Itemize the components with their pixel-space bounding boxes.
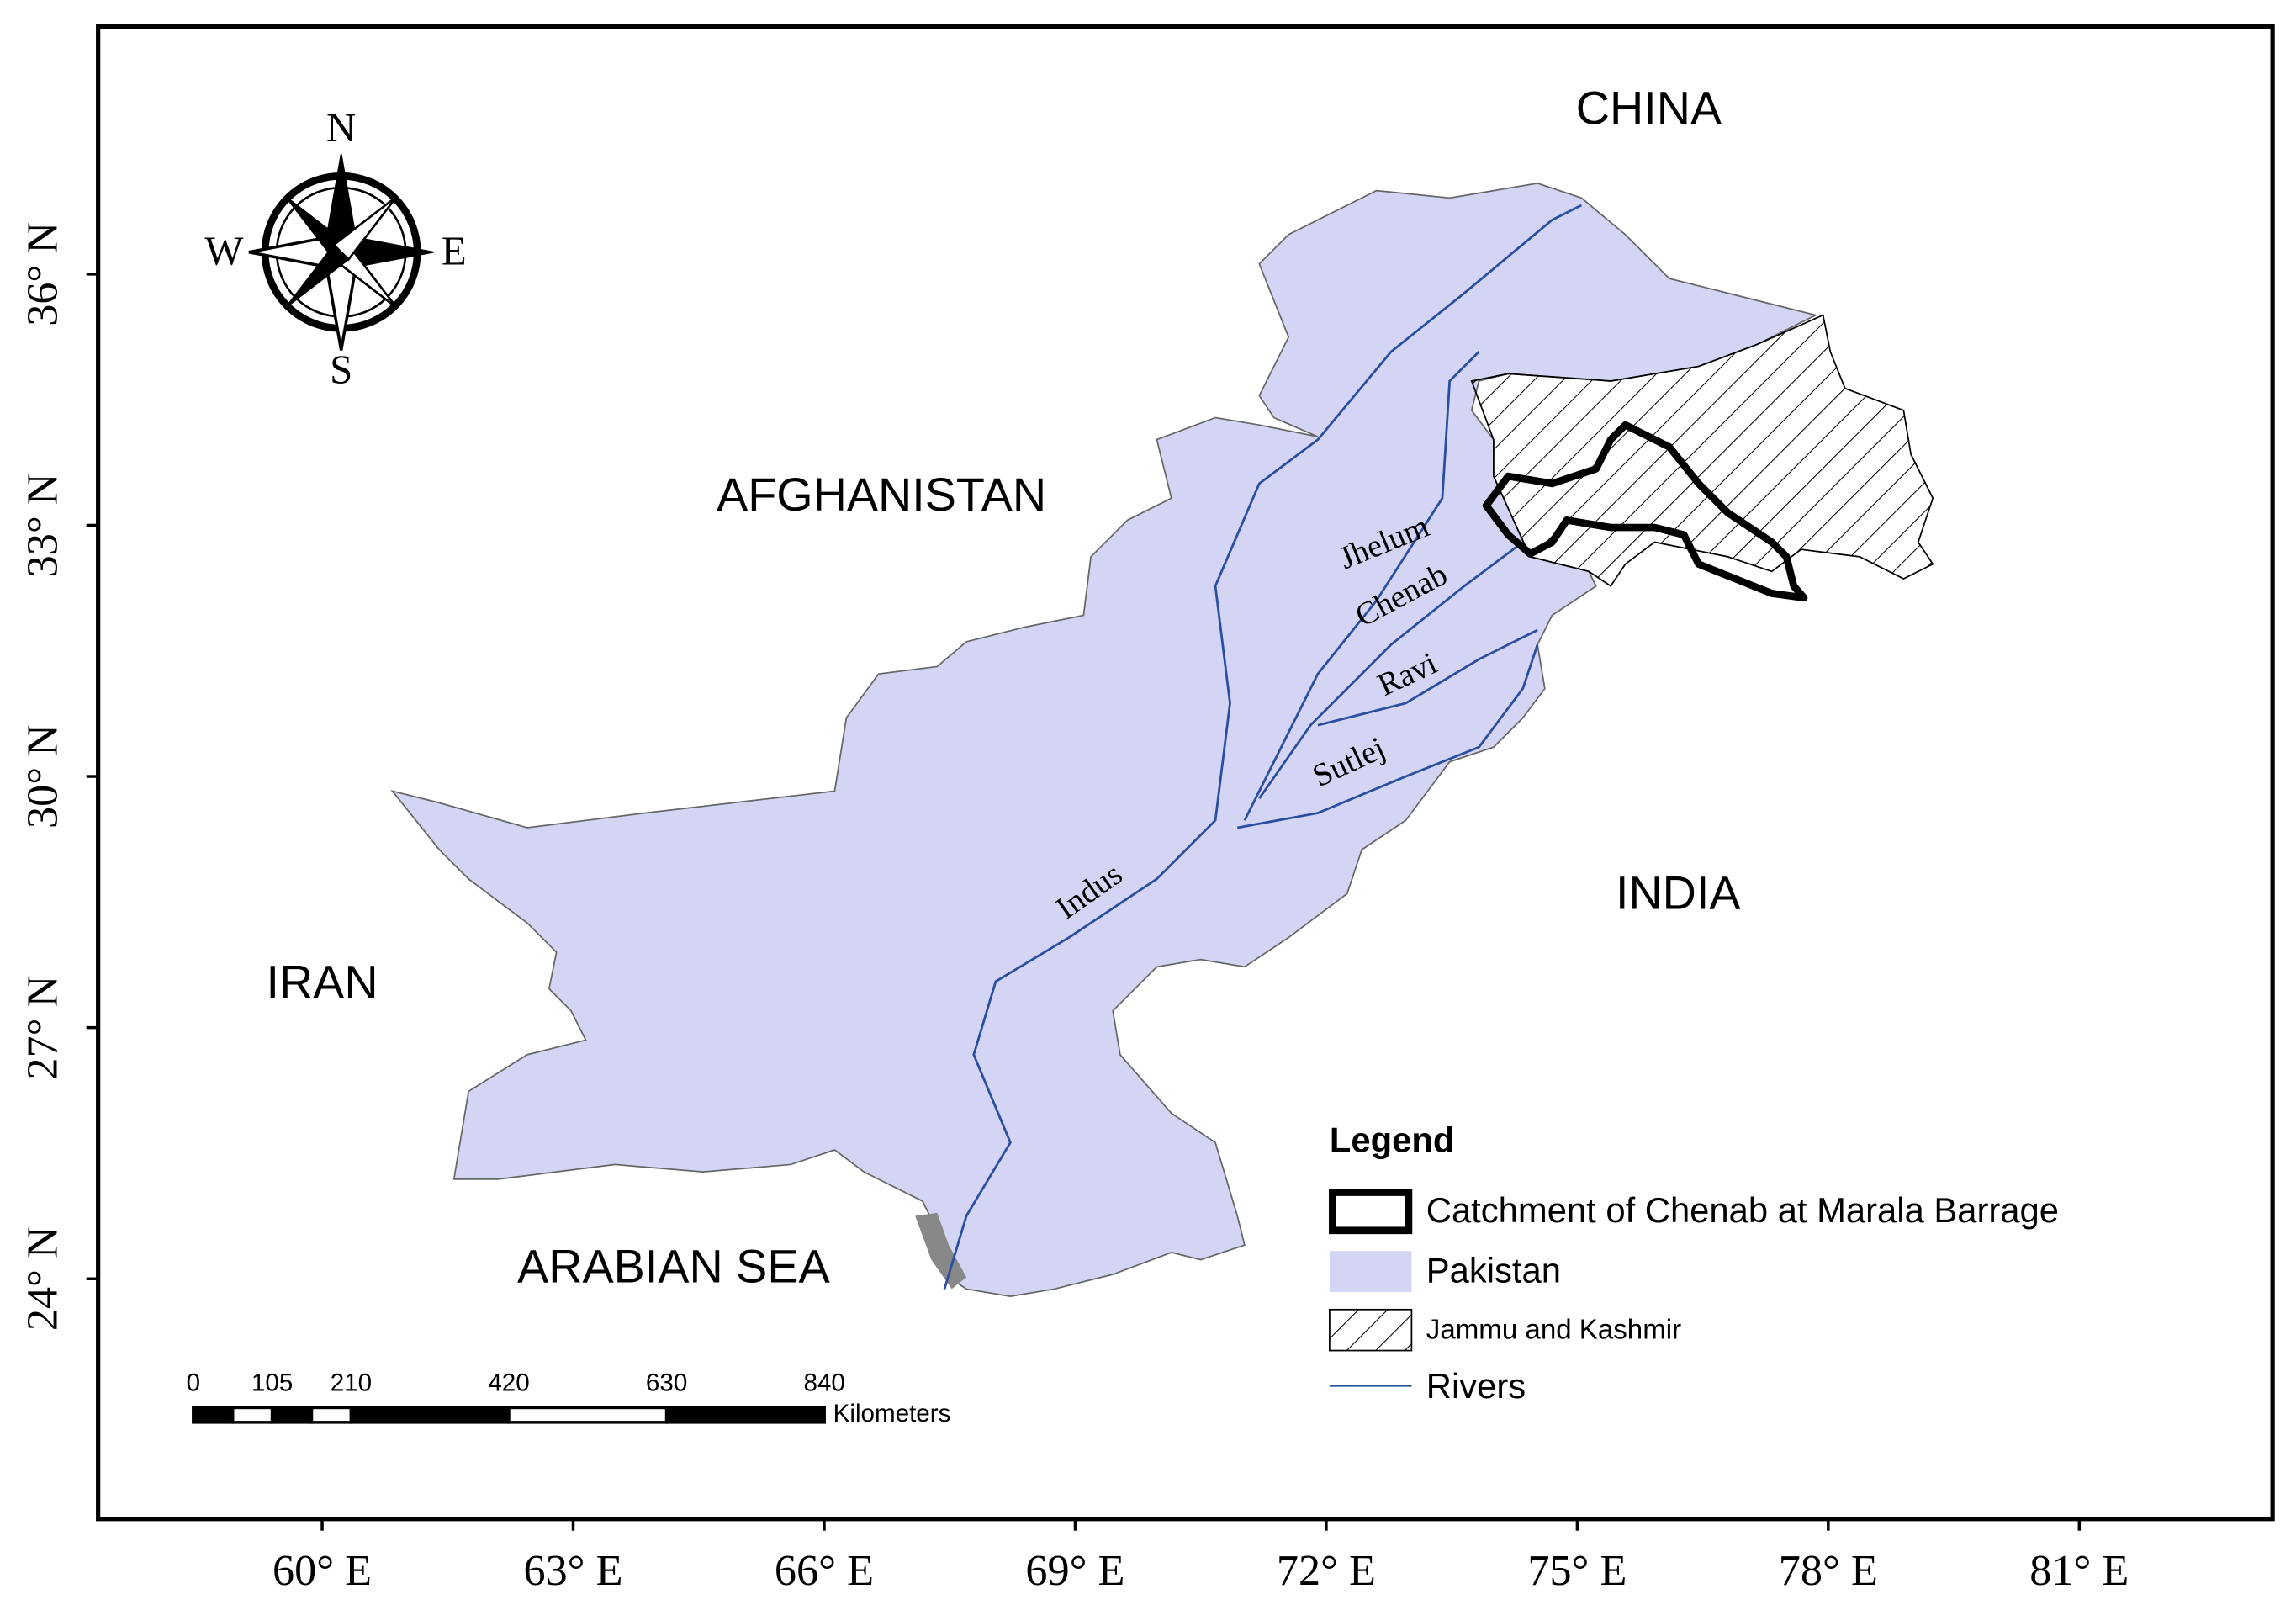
scale-bar-segment: [349, 1406, 511, 1424]
lon-label: 63° E: [523, 1546, 622, 1595]
scale-bar-unit: Kilometers: [833, 1400, 951, 1427]
legend-title: Legend: [1330, 1120, 1455, 1159]
catchment: [1482, 421, 1808, 601]
scale-bar-label: 420: [488, 1369, 529, 1396]
river: [1236, 643, 1539, 829]
lat-label: 33° N: [19, 474, 67, 578]
lon-label: 69° E: [1025, 1546, 1124, 1595]
pakistan: [390, 183, 1818, 1298]
lon-label: 75° E: [1527, 1546, 1627, 1595]
lat-label: 36° N: [19, 222, 67, 326]
compass: N S E W: [204, 105, 466, 392]
legend-label: Pakistan: [1426, 1250, 1561, 1290]
scale-bar-label: 105: [251, 1369, 293, 1396]
legend: Legend Catchment of Chenab at Marala Bar…: [1329, 1120, 2059, 1406]
lon-label: 81° E: [2029, 1546, 2129, 1595]
compass-label: E: [442, 228, 467, 273]
scale-bar-segment: [230, 1406, 274, 1424]
jammu-kashmir: [1470, 314, 1934, 587]
scale-bar-segment: [192, 1406, 235, 1424]
lon-label: 72° E: [1277, 1546, 1376, 1595]
compass-label: S: [330, 347, 352, 392]
scale-bar-label: 840: [804, 1369, 845, 1396]
lon-label: 66° E: [775, 1546, 874, 1595]
compass-label: N: [326, 105, 356, 151]
legend-label: Rivers: [1426, 1366, 1526, 1406]
legend-label: Catchment of Chenab at Marala Barrage: [1426, 1190, 2059, 1230]
scale-bar-label: 210: [331, 1369, 372, 1396]
lon-label: 60° E: [272, 1546, 372, 1595]
scale-bar-segment: [664, 1406, 826, 1424]
lon-label: 78° E: [1779, 1546, 1878, 1595]
rivers: [943, 204, 1582, 1290]
legend-swatch: [1329, 1251, 1412, 1292]
river: [1317, 628, 1538, 727]
lat-label: 27° N: [19, 976, 67, 1080]
country-label: IRAN: [266, 956, 378, 1009]
country-label: AFGHANISTAN: [717, 469, 1046, 521]
country-label: INDIA: [1616, 867, 1741, 919]
river: [1258, 541, 1524, 799]
scale-bar-segment: [507, 1406, 669, 1424]
scale-bar-label: 0: [187, 1369, 200, 1396]
lat-label: 30° N: [19, 724, 67, 829]
legend-swatch: [1329, 1308, 1413, 1352]
coast-delta: [915, 1212, 967, 1290]
scale-bar-segment: [309, 1406, 353, 1424]
compass-point: [284, 243, 350, 309]
sea-label: ARABIAN SEA: [517, 1241, 830, 1293]
river: [1243, 351, 1480, 821]
legend-label: Jammu and Kashmir: [1426, 1315, 1681, 1346]
legend-swatch: [1329, 1189, 1413, 1235]
scale-bar-label: 630: [646, 1369, 687, 1396]
lat-label: 24° N: [19, 1226, 67, 1331]
river: [943, 204, 1582, 1290]
scale-bar-segment: [270, 1406, 314, 1424]
country-label: CHINA: [1576, 82, 1722, 134]
compass-label: W: [204, 228, 243, 273]
